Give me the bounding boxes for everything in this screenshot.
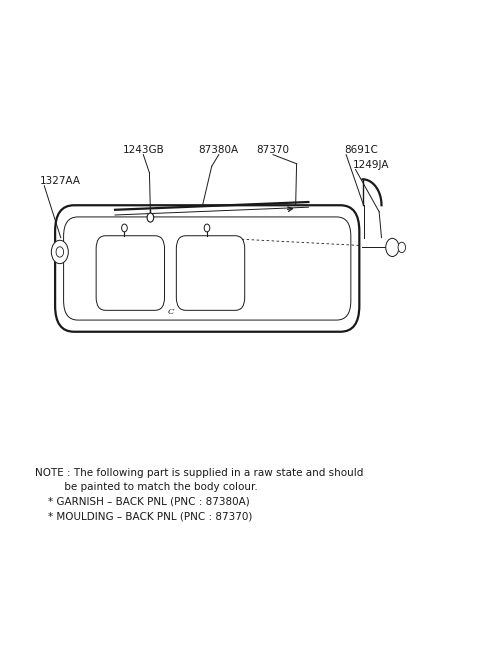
Circle shape	[147, 213, 154, 222]
Circle shape	[121, 224, 127, 232]
Circle shape	[56, 247, 63, 257]
Circle shape	[398, 242, 406, 252]
Text: 87370: 87370	[256, 145, 289, 154]
Text: 87380A: 87380A	[199, 145, 239, 154]
PathPatch shape	[96, 236, 165, 310]
Text: 8691C: 8691C	[344, 145, 378, 154]
Text: NOTE : The following part is supplied in a raw state and should
         be pain: NOTE : The following part is supplied in…	[35, 468, 363, 521]
Text: 1243GB: 1243GB	[122, 145, 164, 154]
Text: 1327AA: 1327AA	[39, 176, 81, 186]
Text: C: C	[168, 307, 174, 315]
Circle shape	[51, 240, 68, 263]
Circle shape	[386, 238, 399, 256]
PathPatch shape	[55, 205, 360, 332]
Text: 1249JA: 1249JA	[353, 160, 390, 170]
Circle shape	[204, 224, 210, 232]
PathPatch shape	[176, 236, 245, 310]
